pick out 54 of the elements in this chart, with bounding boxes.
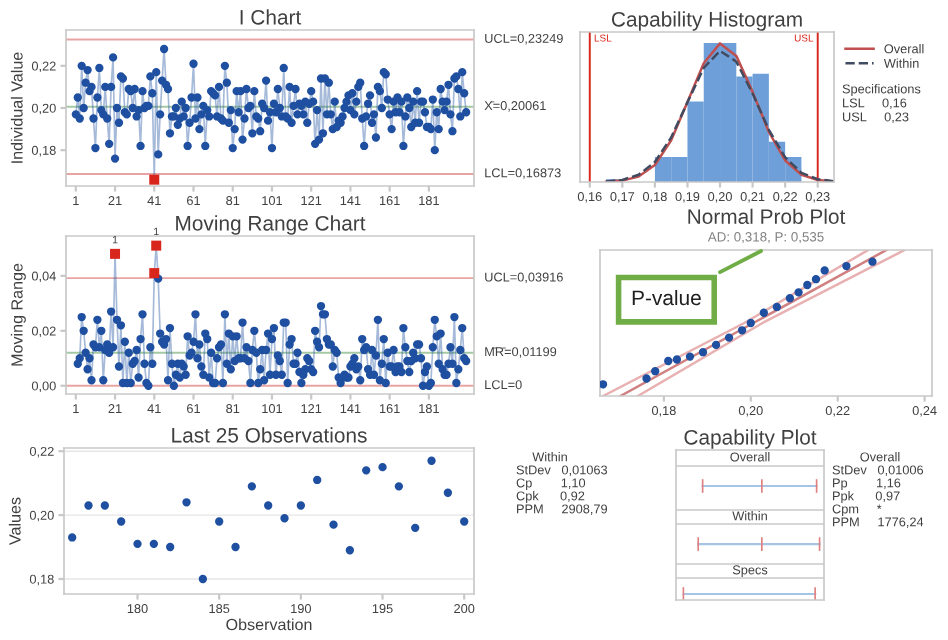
- point: [231, 542, 240, 552]
- point: [215, 517, 224, 526]
- chart-title: Last 25 Observations: [172, 427, 367, 443]
- annotation: P-value: [632, 289, 701, 306]
- point: [280, 514, 289, 523]
- point: [803, 280, 812, 290]
- point: [811, 275, 821, 284]
- point: [772, 302, 782, 312]
- point: [264, 501, 273, 510]
- point: [794, 288, 803, 297]
- point: [427, 456, 436, 465]
- point: [182, 498, 191, 507]
- point: [133, 539, 142, 549]
- point: [460, 517, 469, 526]
- point: [664, 356, 673, 366]
- point: [711, 340, 721, 350]
- y-axis-title: Individual Value: [10, 52, 23, 163]
- point: [759, 308, 768, 317]
- point: [651, 367, 660, 376]
- point: [724, 333, 734, 342]
- point: [785, 294, 795, 303]
- point: [198, 574, 208, 584]
- point: [868, 257, 877, 266]
- point: [166, 542, 175, 552]
- point: [362, 466, 371, 475]
- point: [117, 517, 126, 526]
- point: [737, 326, 747, 335]
- point: [746, 318, 755, 328]
- point: [149, 539, 159, 549]
- point: [247, 482, 257, 491]
- point: [820, 266, 829, 275]
- point: [600, 380, 608, 389]
- point: [296, 501, 306, 510]
- point: [345, 546, 355, 555]
- point: [672, 355, 682, 364]
- point: [100, 501, 109, 510]
- point: [68, 533, 77, 542]
- point: [698, 348, 708, 357]
- chart-title: Moving Range Chart: [176, 215, 366, 235]
- point: [685, 352, 695, 361]
- point: [842, 261, 851, 271]
- point: [443, 488, 453, 497]
- point: [313, 475, 322, 485]
- chart-title: Normal Prob Plot: [688, 208, 846, 224]
- point: [394, 482, 404, 491]
- x-axis-title: Observation: [226, 618, 312, 631]
- point: [411, 523, 420, 533]
- point: [378, 463, 387, 472]
- y-axis-title: Moving Range: [10, 263, 26, 366]
- y-axis-title: Values: [8, 497, 21, 545]
- chart-title: Capability Histogram: [611, 11, 802, 31]
- text: Capability Plot: [684, 429, 817, 449]
- chart-title: I Chart: [240, 9, 302, 25]
- point: [329, 520, 338, 529]
